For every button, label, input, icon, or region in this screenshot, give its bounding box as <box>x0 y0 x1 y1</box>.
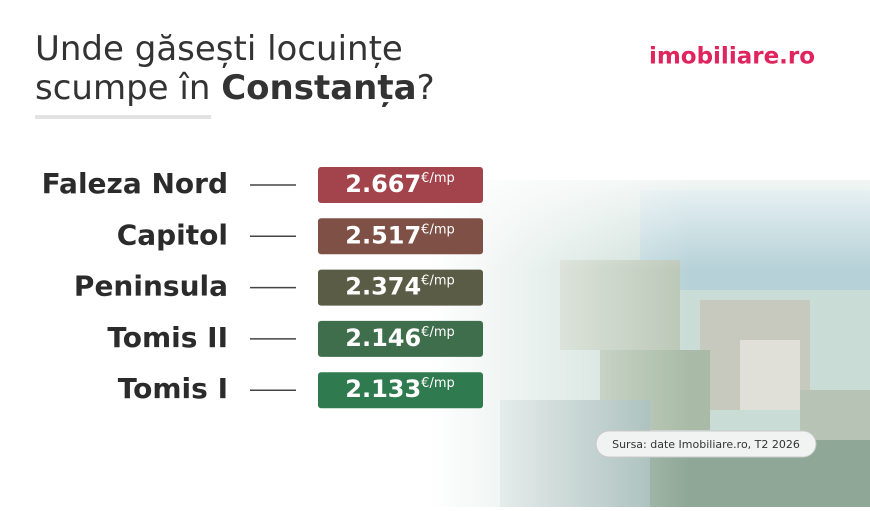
source: Sursa: date Imobiliare.ro, T2 2026 <box>612 438 800 451</box>
title-line: Unde găsești locuințe <box>35 29 403 69</box>
price: 2.517€/mp <box>345 221 455 249</box>
title-highlight: Constanța <box>221 68 416 108</box>
price: 2.374€/mp <box>345 273 455 301</box>
area-name: Tomis II <box>107 321 228 354</box>
price-value: 2.133 <box>345 375 421 403</box>
title: Unde găsești locuințe <box>35 29 403 69</box>
price-badge <box>318 167 483 203</box>
price-badge <box>318 320 483 357</box>
price: 2.133€/mp <box>345 375 455 403</box>
price-unit: €/mp <box>421 376 455 391</box>
price-value: 2.667 <box>345 170 421 198</box>
price-badge <box>318 372 483 409</box>
price-badge <box>318 218 483 255</box>
title: scumpe în Constanța? <box>35 68 435 108</box>
price-unit: €/mp <box>421 171 455 186</box>
title-suffix: ? <box>417 68 435 108</box>
price-badge <box>318 269 483 306</box>
price-value: 2.517 <box>345 221 421 249</box>
area-name: Faleza Nord <box>42 167 228 200</box>
area-name: Peninsula <box>74 270 228 303</box>
price-value: 2.374 <box>345 273 421 301</box>
title-underline <box>35 115 211 119</box>
price-value: 2.146 <box>345 324 421 352</box>
price-unit: €/mp <box>421 222 455 237</box>
price-unit: €/mp <box>421 324 455 339</box>
price: 2.146€/mp <box>345 324 455 352</box>
area-name: Capitol <box>117 218 228 251</box>
price: 2.667€/mp <box>345 170 455 198</box>
area-name: Tomis I <box>118 372 228 405</box>
logo: imobiliare.ro <box>649 44 815 70</box>
title-line: scumpe în <box>35 68 210 108</box>
price-unit: €/mp <box>421 273 455 288</box>
source-pill <box>595 430 817 458</box>
